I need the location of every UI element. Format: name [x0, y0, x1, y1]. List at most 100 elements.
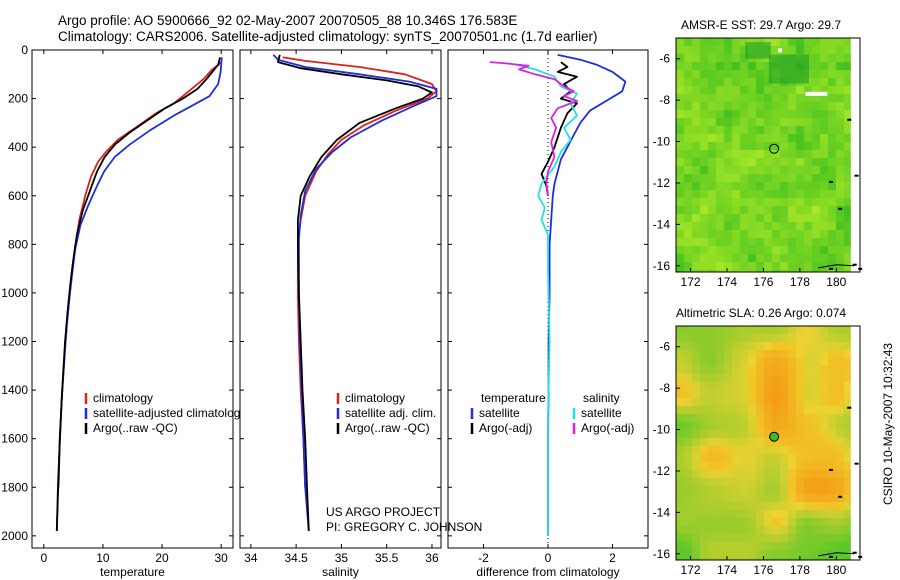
sla-cell — [772, 502, 780, 510]
sst-cell — [676, 78, 684, 86]
sla-cell — [836, 350, 844, 358]
sst-cell — [836, 190, 844, 198]
temp-xtick-label: 20 — [155, 551, 169, 565]
sst-cell — [764, 190, 772, 198]
sst-cell — [812, 102, 820, 110]
sla-cell — [820, 382, 828, 390]
sst-cell — [844, 150, 851, 158]
sst-cell — [692, 174, 700, 182]
sal-xtick-label: 34.5 — [284, 551, 308, 565]
sla-cell — [748, 462, 756, 470]
depth-tick-label: 0 — [21, 43, 28, 57]
sst-cell — [676, 254, 684, 262]
sst-cell — [692, 182, 700, 190]
sla-cell — [756, 502, 764, 510]
sst-cell — [844, 118, 851, 126]
sst-cell — [740, 46, 748, 54]
sst-cell — [836, 166, 844, 174]
sst-cell — [756, 262, 764, 270]
sla-cell — [676, 414, 684, 422]
sst-cell — [828, 134, 836, 142]
sla-cell — [740, 510, 748, 518]
sst-cell — [756, 134, 764, 142]
sla-cell — [764, 342, 772, 350]
sst-cell — [788, 134, 796, 142]
sla-cell — [748, 422, 756, 430]
sla-cell — [788, 422, 796, 430]
sla-cell — [700, 342, 708, 350]
sla-cell — [804, 326, 812, 334]
legend-label: climatology — [93, 391, 153, 405]
sla-cell — [676, 502, 684, 510]
sst-cell — [780, 38, 788, 46]
sst-cell — [748, 62, 756, 70]
sst-cell — [684, 118, 692, 126]
sst-cell — [780, 190, 788, 198]
sla-cell — [748, 542, 756, 550]
sla-cell — [740, 454, 748, 462]
sla-cell — [844, 462, 851, 470]
sla-cell — [676, 430, 684, 438]
sst-cell — [788, 254, 796, 262]
sla-cell — [708, 454, 716, 462]
sst-cell — [804, 222, 812, 230]
sla-cell — [724, 558, 732, 560]
sst-cell — [764, 150, 772, 158]
sla-cell — [796, 374, 804, 382]
sst-cell — [732, 230, 740, 238]
sla-cell — [700, 518, 708, 526]
sst-cell — [756, 118, 764, 126]
sst-cell — [700, 134, 708, 142]
sst-cell — [820, 198, 828, 206]
sst-cell — [676, 230, 684, 238]
sst-cell — [708, 246, 716, 254]
sst-cell — [828, 62, 836, 70]
sst-cell — [692, 262, 700, 270]
sla-cell — [780, 558, 788, 560]
sla-cell — [780, 350, 788, 358]
sla-cell — [676, 510, 684, 518]
sst-cell — [692, 246, 700, 254]
sst-cell — [820, 62, 828, 70]
sst-cell — [740, 102, 748, 110]
sla-cell — [740, 390, 748, 398]
sst-cell — [820, 110, 828, 118]
sla-cell — [676, 398, 684, 406]
sst-cell — [812, 206, 820, 214]
sst-cell — [716, 174, 724, 182]
sla-map: 172 174 176 178 180 -6 -8 -10 -12 -14 -16 — [653, 325, 863, 577]
sst-cell — [796, 38, 804, 46]
sla-cell — [788, 414, 796, 422]
sst-cell — [732, 78, 740, 86]
sla-cell — [844, 414, 851, 422]
sst-cell — [788, 110, 796, 118]
sla-cell — [772, 326, 780, 334]
sst-cell — [828, 78, 836, 86]
sst-cell — [676, 182, 684, 190]
sst-cell — [724, 118, 732, 126]
sla-cell — [820, 526, 828, 534]
sla-cell — [788, 494, 796, 502]
sst-cell — [836, 46, 844, 54]
sla-cell — [836, 470, 844, 478]
sal-axes-frame — [239, 49, 442, 549]
sla-cell — [684, 550, 692, 558]
sst-cell — [716, 214, 724, 222]
sla-cell — [764, 438, 772, 446]
sst-cell — [780, 102, 788, 110]
coastline — [818, 264, 855, 269]
sst-cell — [740, 222, 748, 230]
sla-cell — [788, 462, 796, 470]
sst-cell — [820, 158, 828, 166]
sst-cell — [756, 174, 764, 182]
sla-cell — [780, 470, 788, 478]
sla-cell — [684, 486, 692, 494]
sst-cell — [756, 150, 764, 158]
sla-cell — [740, 518, 748, 526]
sst-cell — [740, 206, 748, 214]
sst-cell — [692, 110, 700, 118]
sst-cell — [812, 142, 820, 150]
sst-cell — [676, 206, 684, 214]
sst-cell — [692, 142, 700, 150]
sla-cell — [700, 470, 708, 478]
